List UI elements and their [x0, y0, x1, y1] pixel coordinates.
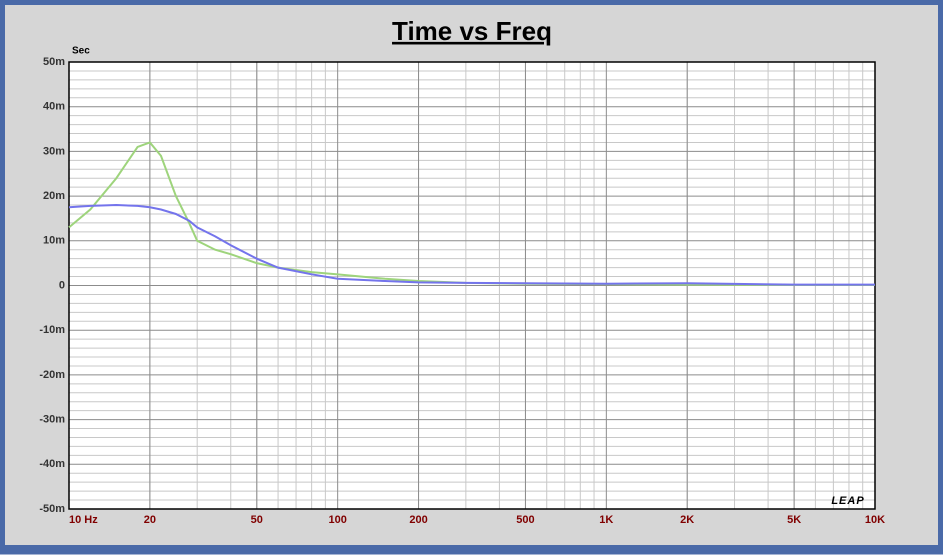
y-tick-label: -20m [39, 369, 65, 381]
y-tick-label: 20m [43, 190, 65, 202]
x-tick-label: 1K [599, 514, 613, 526]
x-tick-label: 50 [251, 514, 263, 526]
y-tick-label: 0 [59, 279, 65, 291]
y-tick-label: 40m [43, 101, 65, 113]
data-line [68, 204, 875, 286]
y-tick-label: 50m [43, 56, 65, 68]
y-tick-label: 30m [43, 145, 65, 157]
y-tick-label: -10m [39, 324, 65, 336]
y-tick-label: 10m [43, 235, 65, 247]
x-tick-label: 200 [409, 514, 427, 526]
y-tick-label: -40m [39, 458, 65, 470]
x-tick-label: 500 [516, 514, 534, 526]
y-tick-label: -50m [39, 503, 65, 515]
x-tick-label: 100 [328, 514, 346, 526]
x-tick-label: 10K [865, 514, 885, 526]
x-tick-label: 10 Hz [69, 514, 98, 526]
x-tick-label: 20 [144, 514, 156, 526]
x-tick-label: 5K [787, 514, 801, 526]
y-axis-label: Sec [72, 46, 90, 57]
logo: LEAP [831, 495, 864, 507]
y-tick-label: -30m [39, 414, 65, 426]
chart-title: Time vs Freq [392, 16, 552, 46]
x-tick-label: 2K [680, 514, 694, 526]
